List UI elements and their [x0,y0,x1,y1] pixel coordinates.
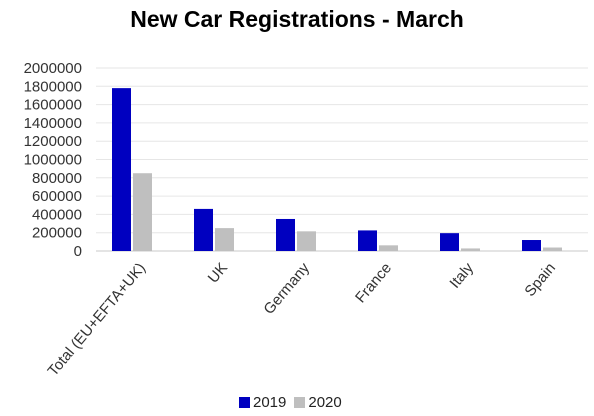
x-tick-label: Germany [260,259,313,318]
legend: 2019 2020 [239,392,350,412]
y-tick-label: 0 [74,243,82,260]
legend-item-2019: 2019 [239,394,286,411]
bar-2020 [379,245,398,251]
y-tick-label: 2000000 [24,60,82,77]
bar-2019 [194,208,213,251]
y-tick-label: 1400000 [24,115,82,132]
y-tick-label: 1800000 [24,78,82,95]
x-tick-label: Italy [446,259,477,291]
bar-2020 [297,231,316,251]
legend-swatch-2019 [239,396,250,408]
bar-2019 [276,218,295,251]
bar-2020 [543,247,562,251]
legend-item-2020: 2020 [294,393,342,411]
legend-swatch-2020 [294,396,306,408]
x-tick-label: Total (EU+EFTA+UK) [45,260,149,380]
bar-2019 [358,230,377,251]
legend-label-2020: 2020 [308,393,342,411]
y-tick-label: 800000 [32,170,82,187]
y-tick-label: 1600000 [24,97,82,114]
bar-2020 [133,173,152,251]
x-tick-label: France [352,260,395,307]
bar-2019 [522,240,541,251]
bar-2019 [112,88,131,251]
bar-2020 [461,248,480,251]
y-tick-label: 200000 [32,225,82,242]
y-tick-label: 400000 [32,206,82,223]
y-tick-label: 1000000 [24,152,82,169]
x-tick-label: Spain [521,260,559,300]
y-tick-label: 600000 [32,188,82,205]
x-tick-label: UK [205,260,231,287]
y-tick-label: 1200000 [24,133,82,150]
bar-2019 [440,233,459,251]
chart-title: New Car Registrations - March [130,6,464,32]
bar-2020 [215,228,234,251]
legend-label-2019: 2019 [253,393,287,411]
